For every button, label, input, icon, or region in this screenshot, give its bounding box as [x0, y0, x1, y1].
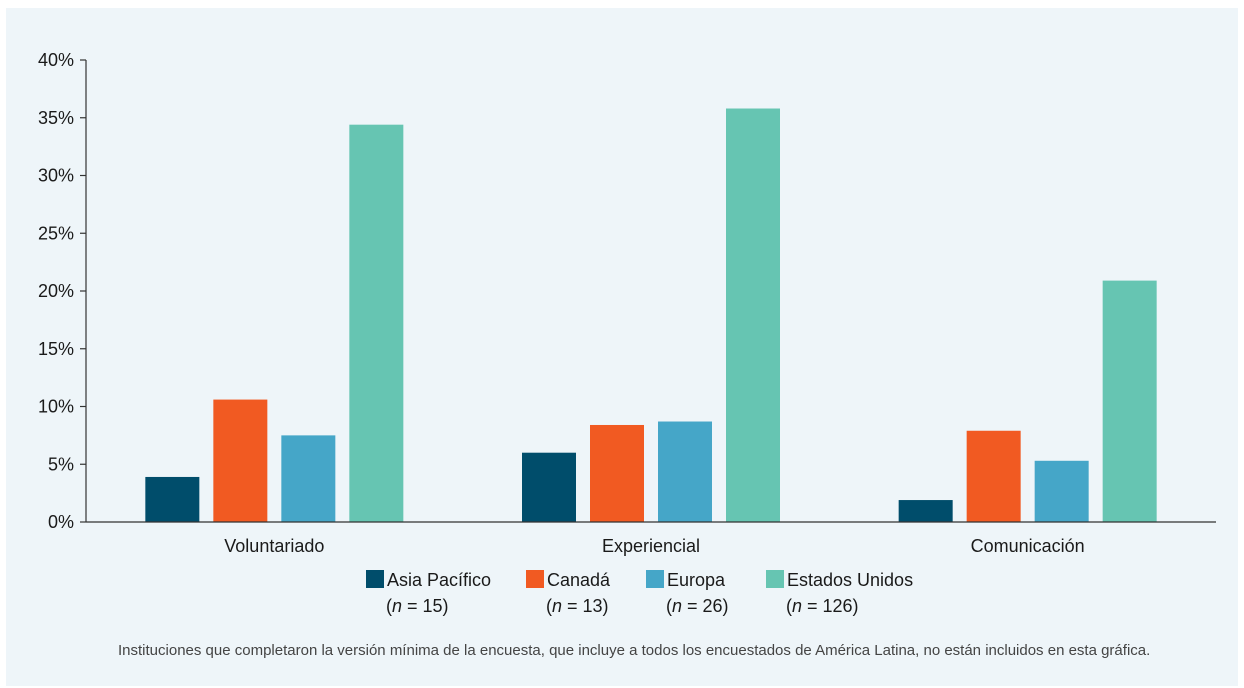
bar-4-1 [349, 124, 404, 523]
legend-label: Asia Pacífico [387, 570, 491, 590]
bar-3-1 [281, 435, 336, 522]
legend-swatch [366, 570, 384, 588]
bar-2-1 [213, 399, 268, 522]
legend-swatch [766, 570, 784, 588]
y-tick-label: 0% [48, 512, 74, 532]
legend-label: Europa [667, 570, 726, 590]
bar-chart: 0% 5% 10% 15% 20% 25% 30% 35% 40% Voluntariado Ex… [38, 50, 1216, 616]
legend-label: Canadá [547, 570, 611, 590]
y-tick-label: 25% [38, 223, 74, 243]
y-tick-label: 40% [38, 50, 74, 70]
y-tick-label: 20% [38, 281, 74, 301]
x-category-label: Experiencial [602, 536, 700, 556]
bars [145, 108, 1157, 523]
legend-label: Estados Unidos [787, 570, 913, 590]
bar-1-1 [145, 476, 200, 522]
bar-4-3 [1102, 280, 1157, 522]
bar-2-2 [590, 424, 644, 522]
y-tick-label: 30% [38, 166, 74, 186]
footnote: Instituciones que completaron la versión… [118, 642, 1151, 659]
legend-sample-size: (n = 126) [786, 596, 859, 616]
legend-sample-size: (n = 26) [666, 596, 729, 616]
y-tick-label: 35% [38, 108, 74, 128]
legend-sample-size: (n = 13) [546, 596, 609, 616]
x-category-label: Voluntariado [224, 536, 324, 556]
y-tick-label: 10% [38, 397, 74, 417]
bar-3-3 [1034, 460, 1089, 522]
bar-4-2 [726, 108, 780, 522]
x-axis: Voluntariado Experiencial Comunicación [86, 521, 1216, 556]
y-tick-label: 5% [48, 454, 74, 474]
legend-sample-size: (n = 15) [386, 596, 449, 616]
x-category-label: Comunicación [971, 536, 1085, 556]
legend: Asia Pacífico (n = 15) Canadá (n = 13) Europ… [366, 570, 913, 616]
legend-swatch [646, 570, 664, 588]
y-tick-label: 15% [38, 339, 74, 359]
legend-swatch [526, 570, 544, 588]
y-axis: 0% 5% 10% 15% 20% 25% 30% 35% 40% [38, 50, 87, 532]
bar-3-2 [658, 421, 712, 522]
bar-1-2 [522, 452, 576, 522]
chart-panel: 0% 5% 10% 15% 20% 25% 30% 35% 40% Voluntariado Ex… [6, 8, 1238, 686]
bar-2-3 [966, 430, 1021, 522]
bar-1-3 [898, 500, 953, 522]
